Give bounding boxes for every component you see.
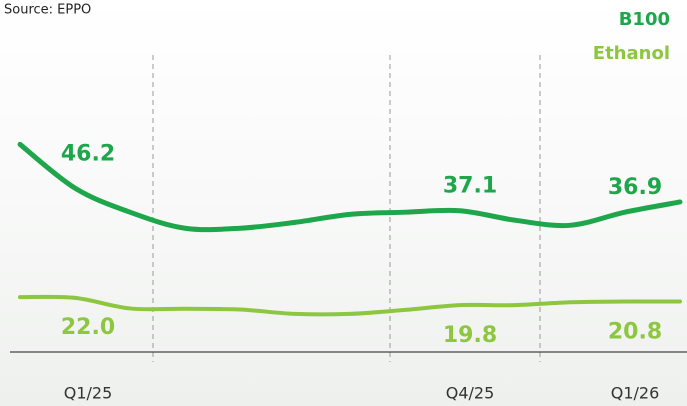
- data-label: 22.0: [61, 315, 115, 340]
- data-label: 37.1: [443, 174, 497, 199]
- x-tick-label: Q4/25: [446, 384, 495, 403]
- data-label: 36.9: [608, 175, 662, 200]
- x-tick-label: Q1/25: [64, 384, 113, 403]
- data-label: 19.8: [443, 323, 497, 348]
- series-line: [17, 141, 683, 233]
- data-label: 46.2: [61, 141, 115, 166]
- data-label: 20.8: [608, 320, 662, 345]
- legend-label: Ethanol: [593, 43, 670, 64]
- legend-label: B100: [619, 9, 670, 30]
- series-line: [18, 294, 682, 317]
- source: Source: EPPO: [4, 3, 91, 18]
- x-tick-label: Q1/26: [611, 384, 660, 403]
